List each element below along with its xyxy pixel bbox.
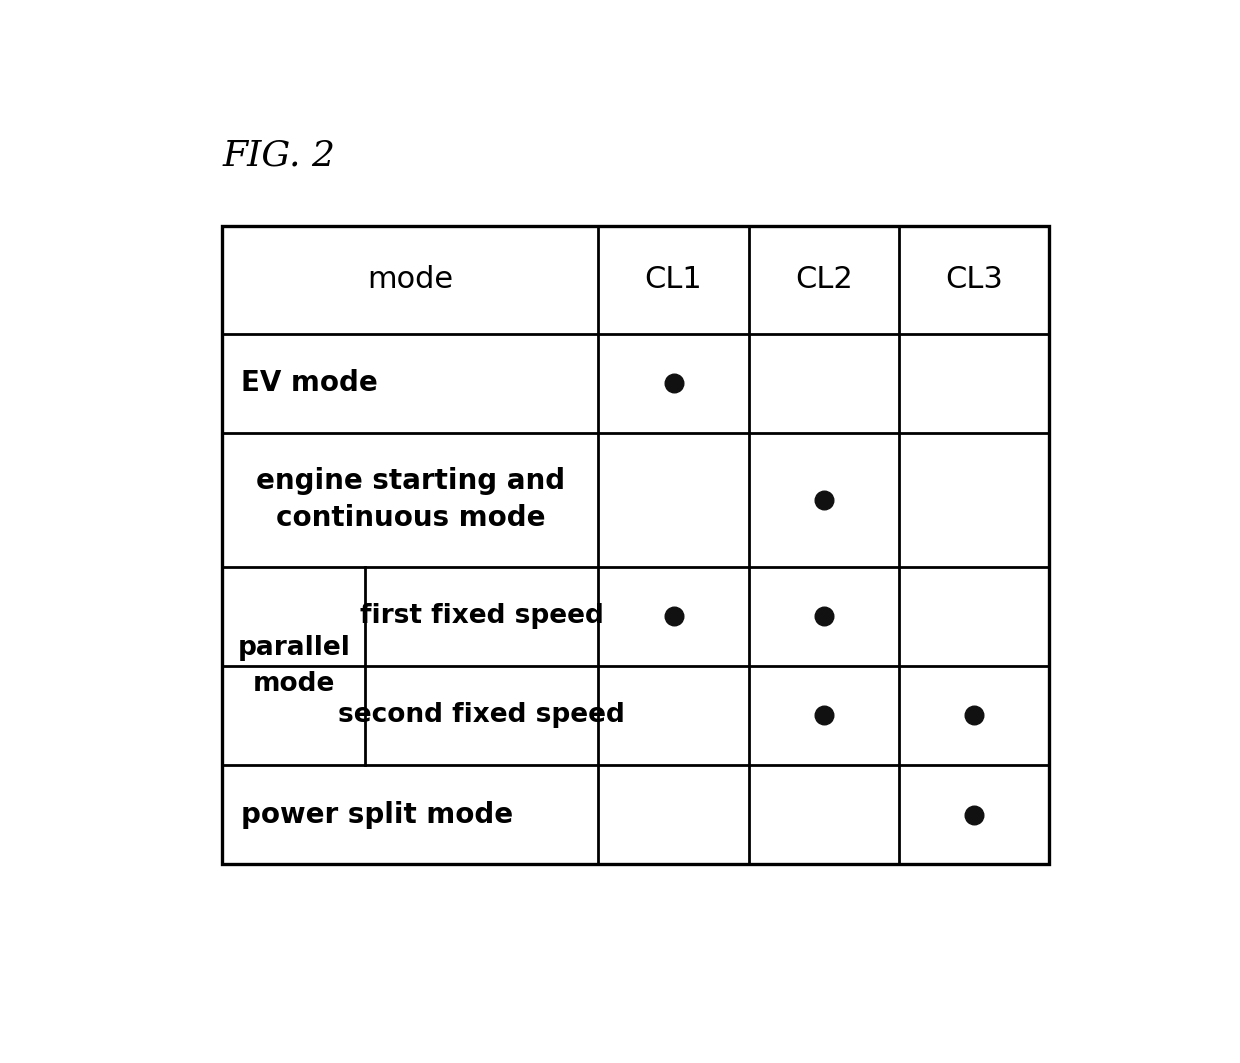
Text: CL2: CL2 bbox=[795, 265, 853, 294]
Point bbox=[813, 707, 833, 724]
Point bbox=[813, 608, 833, 625]
Bar bbox=[222, 225, 1049, 864]
Point bbox=[813, 491, 833, 508]
Text: second fixed speed: second fixed speed bbox=[339, 703, 625, 728]
Text: first fixed speed: first fixed speed bbox=[360, 603, 604, 629]
Text: engine starting and
continuous mode: engine starting and continuous mode bbox=[255, 468, 565, 533]
Text: EV mode: EV mode bbox=[242, 369, 378, 398]
Text: parallel
mode: parallel mode bbox=[237, 635, 350, 696]
Point bbox=[965, 707, 985, 724]
Point bbox=[965, 806, 985, 823]
Point bbox=[663, 375, 683, 392]
Point bbox=[663, 608, 683, 625]
Text: FIG. 2: FIG. 2 bbox=[222, 138, 335, 172]
Text: CL3: CL3 bbox=[945, 265, 1003, 294]
Text: power split mode: power split mode bbox=[242, 800, 513, 829]
Text: mode: mode bbox=[367, 265, 454, 294]
Text: CL1: CL1 bbox=[645, 265, 702, 294]
